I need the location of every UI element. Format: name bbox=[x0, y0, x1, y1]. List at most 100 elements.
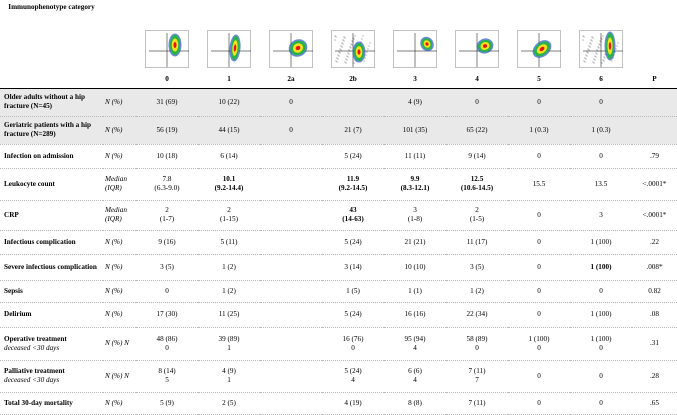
row-label: Total 30-day mortality bbox=[0, 392, 103, 415]
table-cell bbox=[260, 144, 322, 169]
table-cell: 17 (30) bbox=[136, 302, 198, 328]
table-cell: 5 (24) bbox=[322, 302, 384, 328]
table-cell: 10 (10) bbox=[384, 254, 446, 281]
table-cell: 22 (34) bbox=[446, 302, 508, 328]
p-value: <.0001* bbox=[632, 200, 677, 231]
table-cell bbox=[260, 280, 322, 303]
flow-cytometry-plot bbox=[393, 30, 437, 68]
table-cell: 31 (69) bbox=[136, 88, 198, 117]
group-label: 3 bbox=[413, 74, 417, 83]
row-label: Operative treatment deceased <30 days bbox=[0, 327, 103, 361]
table-cell: 4 (9) bbox=[384, 88, 446, 117]
table-cell: 16 (16) bbox=[384, 302, 446, 328]
table-cell: 2 (1-15) bbox=[198, 200, 260, 231]
table-cell: 11 (11) bbox=[384, 144, 446, 169]
group-header: 1 bbox=[198, 0, 260, 89]
table-row: Severe infectious complication N (%) 3 (5)… bbox=[0, 254, 677, 281]
table-cell: 101 (35) bbox=[384, 116, 446, 145]
table-cell: 48 (86) 0 bbox=[136, 327, 198, 361]
table-cell bbox=[260, 360, 322, 393]
table-cell: 3 bbox=[570, 200, 632, 231]
p-value: .22 bbox=[632, 230, 677, 255]
table-row: Sepsis N (%) 0 1 (2) 1 (5) 1 (1) 1 (2) 0 0 0.82 bbox=[0, 280, 677, 303]
table-cell bbox=[322, 88, 384, 117]
table-cell: 6 (14) bbox=[198, 144, 260, 169]
p-value: .28 bbox=[632, 360, 677, 393]
row-unit: N (%) bbox=[103, 230, 136, 255]
table-cell: 2 (5) bbox=[198, 392, 260, 415]
table-cell: 5 (24) 4 bbox=[322, 360, 384, 393]
table-cell: 11.9 (9.2-14.5) bbox=[322, 168, 384, 201]
table-cell: 2 (1-7) bbox=[136, 200, 198, 231]
table-cell: 16 (76) 0 bbox=[322, 327, 384, 361]
group-header: 5 bbox=[508, 0, 570, 89]
flow-cytometry-plot bbox=[455, 30, 499, 68]
table-cell: 9.9 (8.3-12.1) bbox=[384, 168, 446, 201]
group-label: 1 bbox=[227, 74, 231, 83]
table-cell: 1 (100) bbox=[570, 254, 632, 281]
table-cell bbox=[260, 230, 322, 255]
table-cell: 0 bbox=[508, 392, 570, 415]
group-header: 6 bbox=[570, 0, 632, 89]
table-cell bbox=[260, 302, 322, 328]
row-unit: N (%) bbox=[103, 392, 136, 415]
table-cell: 43 (14-63) bbox=[322, 200, 384, 231]
table-cell: 65 (22) bbox=[446, 116, 508, 145]
table-cell: 1 (0.3) bbox=[508, 116, 570, 145]
table-row: Operative treatment deceased <30 days N (%… bbox=[0, 327, 677, 361]
table-row: CRP Median (IQR) 2 (1-7) 2 (1-15) 43 (14-63) 3 (1… bbox=[0, 200, 677, 231]
group-header: 2a bbox=[260, 0, 322, 89]
group-header: 2b bbox=[322, 0, 384, 89]
p-value bbox=[632, 88, 677, 117]
p-value: 0.82 bbox=[632, 280, 677, 303]
table-cell: 2 (1-5) bbox=[446, 200, 508, 231]
group-label: 6 bbox=[599, 74, 603, 83]
table-cell: 21 (7) bbox=[322, 116, 384, 145]
row-label: Infection on admission bbox=[0, 144, 103, 169]
table-cell: 5 (24) bbox=[322, 230, 384, 255]
table-body: Older adults without a hip fracture (N=4… bbox=[0, 88, 677, 415]
p-value: .31 bbox=[632, 327, 677, 361]
table-cell: 3 (14) bbox=[322, 254, 384, 281]
table-cell: 0 bbox=[446, 88, 508, 117]
table-cell: 0 bbox=[508, 200, 570, 231]
flow-cytometry-plot bbox=[579, 30, 623, 68]
group-label: 4 bbox=[475, 74, 479, 83]
table-cell: 1 (5) bbox=[322, 280, 384, 303]
table-cell: 5 (11) bbox=[198, 230, 260, 255]
table-cell: 0 bbox=[508, 144, 570, 169]
table-cell: 1 (100) bbox=[570, 230, 632, 255]
p-value: <.0001* bbox=[632, 168, 677, 201]
p-value bbox=[632, 116, 677, 145]
row-unit: Median (IQR) bbox=[103, 168, 136, 201]
p-value: .008* bbox=[632, 254, 677, 281]
table-cell: 0 bbox=[508, 230, 570, 255]
row-unit: N (%) bbox=[103, 144, 136, 169]
p-value: .65 bbox=[632, 392, 677, 415]
table-cell: 8 (14) 5 bbox=[136, 360, 198, 393]
table-cell: 7 (11) 7 bbox=[446, 360, 508, 393]
row-label: Sepsis bbox=[0, 280, 103, 303]
table-cell: 3 (5) bbox=[446, 254, 508, 281]
row-unit: N (%) bbox=[103, 302, 136, 328]
table-cell: 10.1 (9.2-14.4) bbox=[198, 168, 260, 201]
table-cell: 9 (16) bbox=[136, 230, 198, 255]
table-cell: 4 (19) bbox=[322, 392, 384, 415]
table-cell: 39 (89) 1 bbox=[198, 327, 260, 361]
group-label: 2a bbox=[287, 74, 295, 83]
row-label: Palliative treatment deceased <30 days bbox=[0, 360, 103, 393]
row-unit: N (%) bbox=[103, 116, 136, 145]
table-cell: 0 bbox=[570, 280, 632, 303]
table-cell: 0 bbox=[508, 254, 570, 281]
table-cell: 0 bbox=[570, 88, 632, 117]
row-unit: N (%) bbox=[103, 88, 136, 117]
table-row: Delirium N (%) 17 (30) 11 (25) 5 (24) 16 (16)… bbox=[0, 302, 677, 328]
table-cell: 0 bbox=[508, 280, 570, 303]
table-cell: 11 (17) bbox=[446, 230, 508, 255]
table-row: Total 30-day mortality N (%) 5 (9) 2 (5) 4 (… bbox=[0, 392, 677, 415]
table-cell: 15.5 bbox=[508, 168, 570, 201]
table-cell: 1 (2) bbox=[198, 280, 260, 303]
row-sublabel: deceased <30 days bbox=[4, 376, 60, 384]
flow-cytometry-plot bbox=[331, 30, 375, 68]
